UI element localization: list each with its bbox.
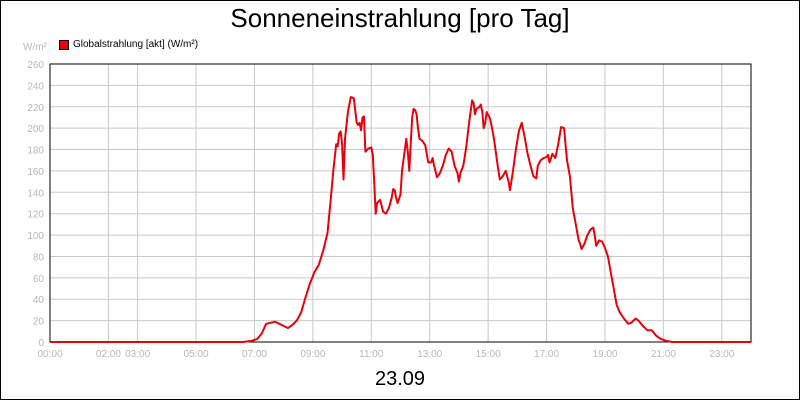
y-unit-label: W/m²: [23, 42, 47, 53]
x-tick-label: 03:00: [125, 349, 150, 360]
series-line: [50, 96, 751, 343]
x-tick-label: 11:00: [359, 349, 384, 360]
plot-border: [49, 63, 752, 343]
x-tick-label: 15:00: [476, 349, 501, 360]
x-tick-label: 05:00: [184, 349, 209, 360]
y-tick-label: 180: [27, 146, 44, 157]
y-tick-label: 80: [33, 252, 45, 263]
y-tick-label: 220: [27, 103, 44, 114]
plot-area: [50, 64, 751, 342]
y-tick-label: 0: [38, 338, 44, 349]
y-tick-label: 160: [27, 167, 44, 178]
x-tick-label: 00:00: [37, 349, 62, 360]
x-tick-label: 07:00: [242, 349, 267, 360]
legend-label: Globalstrahlung [akt] (W/m²): [73, 39, 199, 50]
date-label: 23.09: [374, 368, 426, 390]
x-tick-label: 23:00: [709, 349, 734, 360]
y-tick-label: 120: [27, 210, 44, 221]
y-tick-label: 100: [27, 231, 44, 242]
x-tick-label: 21:00: [651, 349, 676, 360]
y-tick-label: 260: [27, 60, 44, 71]
x-tick-label: 13:00: [417, 349, 442, 360]
y-tick-label: 240: [27, 81, 44, 92]
legend-swatch: [59, 39, 69, 50]
x-tick-label: 09:00: [300, 349, 325, 360]
y-tick-label: 60: [33, 274, 45, 285]
x-tick-label: 02:00: [96, 349, 121, 360]
x-tick-label: 19:00: [592, 349, 617, 360]
y-tick-label: 40: [33, 295, 45, 306]
y-tick-label: 20: [33, 317, 45, 328]
x-tick-label: 17:00: [534, 349, 559, 360]
y-tick-label: 200: [27, 124, 44, 135]
legend: Globalstrahlung [akt] (W/m²): [59, 39, 198, 50]
chart-title: Sonneneinstrahlung [pro Tag]: [230, 3, 570, 33]
y-tick-label: 140: [27, 188, 44, 199]
